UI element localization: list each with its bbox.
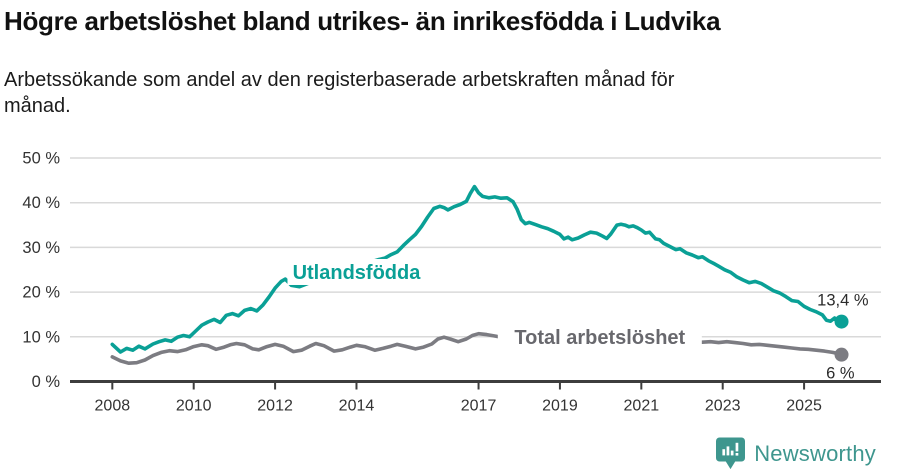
newsworthy-wordmark: Newsworthy: [754, 440, 876, 466]
series-end-value-label: 6 %: [826, 365, 855, 383]
series-label-mask: [287, 258, 426, 285]
series-label-utlandsf-dda: Utlandsfödda: [293, 262, 422, 284]
series-line-utlandsf-dda: [110, 184, 844, 354]
series-label-mask: [497, 324, 702, 351]
series-end-dot: [834, 347, 849, 362]
x-tick-label: 2025: [786, 398, 822, 415]
y-tick-label: 40 %: [22, 194, 60, 212]
chart-subtitle: Arbetssökande som andel av den registerb…: [4, 67, 900, 119]
y-tick-label: 30 %: [22, 239, 60, 257]
y-tick-label: 0 %: [32, 373, 61, 391]
chart-subtitle-line-2: månad.: [4, 95, 71, 117]
x-tick-label: 2012: [257, 398, 293, 415]
x-tick-label: 2019: [542, 398, 578, 415]
x-tick-label: 2023: [705, 398, 741, 415]
series-line-total-arbetsl-shet: [110, 331, 844, 366]
newsworthy-attribution: Newsworthy: [715, 437, 876, 470]
newsworthy-logo-icon: [716, 437, 746, 470]
chart-title: Högre arbetslöshet bland utrikes- än inr…: [4, 6, 721, 36]
series-end-value-label: 13,4 %: [817, 292, 869, 310]
chart-subtitle-line-1: Arbetssökande som andel av den registerb…: [4, 69, 675, 91]
x-tick-label: 2017: [461, 398, 497, 415]
y-tick-label: 20 %: [22, 284, 60, 302]
x-tick-label: 2008: [95, 398, 131, 415]
series-label-total-arbetsl-shet: Total arbetslöshet: [514, 327, 685, 349]
x-tick-label: 2014: [339, 398, 375, 415]
y-tick-label: 50 %: [22, 150, 60, 168]
y-tick-label: 10 %: [22, 328, 60, 346]
x-tick-label: 2010: [176, 398, 212, 415]
x-tick-label: 2021: [624, 398, 660, 415]
series-end-dot: [834, 314, 849, 329]
